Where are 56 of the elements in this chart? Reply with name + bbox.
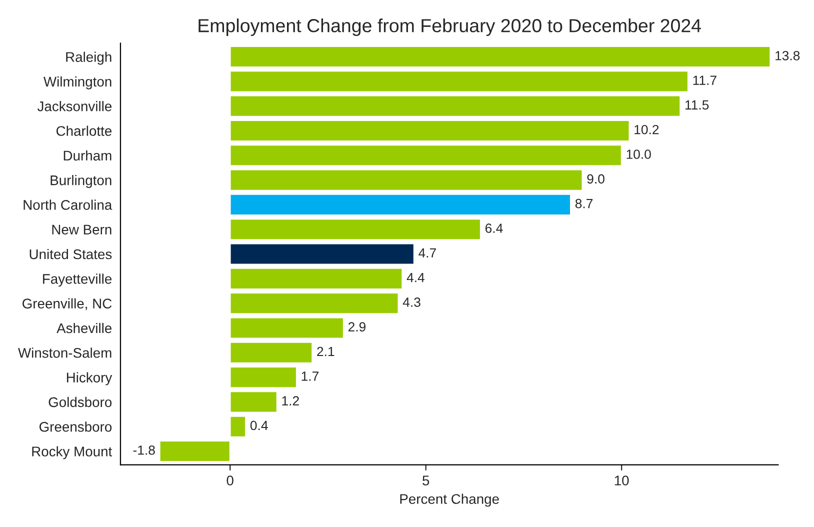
bar xyxy=(229,390,278,414)
data-label: 2.1 xyxy=(317,346,334,356)
y-tick-label: Jacksonville xyxy=(37,101,112,112)
y-tick-label: Hickory xyxy=(66,372,112,386)
bar xyxy=(229,46,772,68)
bar xyxy=(229,120,630,142)
y-tick-label: Winston-Salem xyxy=(18,348,112,358)
bar xyxy=(229,94,682,118)
y-tick-label: Greensboro xyxy=(40,422,112,432)
bar xyxy=(229,218,482,241)
y-tick-label: Greenville, NC xyxy=(22,298,112,310)
data-label: 1.7 xyxy=(302,372,318,381)
data-label: 4.7 xyxy=(418,248,436,258)
data-label: 1.2 xyxy=(282,396,299,406)
chart-title: Employment Change from February 2020 to December 2024 xyxy=(198,18,702,36)
y-tick-label: Rocky Mount xyxy=(32,446,112,460)
bar xyxy=(229,267,404,290)
y-tick-label: United States xyxy=(30,248,112,260)
bar xyxy=(229,366,298,388)
x-axis-title: Percent Change xyxy=(400,494,499,507)
y-tick-label: Durham xyxy=(64,150,112,161)
data-label: 4.4 xyxy=(406,273,424,282)
bar xyxy=(229,70,689,93)
y-tick-label: Goldsboro xyxy=(48,396,112,408)
data-label: 11.5 xyxy=(685,100,709,110)
data-label: -1.8 xyxy=(133,445,155,455)
y-tick-label: New Bern xyxy=(52,224,112,235)
y-tick-label: Burlington xyxy=(50,175,112,188)
bar xyxy=(229,292,400,314)
bar xyxy=(229,341,313,364)
y-tick-label: Wilmington xyxy=(44,76,112,90)
data-label: 11.7 xyxy=(693,76,716,85)
data-label: 0.4 xyxy=(250,420,268,430)
data-label: 13.8 xyxy=(776,50,800,60)
x-tick-label: 5 xyxy=(422,476,430,486)
y-tick-label: North Carolina xyxy=(24,200,112,210)
data-label: 10.2 xyxy=(634,124,659,134)
y-tick-label: Raleigh xyxy=(66,52,112,65)
data-label: 6.4 xyxy=(485,224,503,233)
y-tick-label: Asheville xyxy=(56,322,112,334)
y-tick-label: Charlotte xyxy=(56,126,112,136)
bar xyxy=(229,168,584,192)
bar xyxy=(229,242,415,266)
data-label: 2.9 xyxy=(348,322,366,332)
bar xyxy=(229,194,572,216)
data-label: 4.3 xyxy=(402,298,420,307)
x-tick-label: 10 xyxy=(614,476,629,486)
data-label: 8.7 xyxy=(575,198,593,208)
x-tick-label: 0 xyxy=(226,476,234,486)
bar xyxy=(229,316,344,340)
y-tick-label: Fayetteville xyxy=(43,274,112,287)
data-label: 10.0 xyxy=(626,150,651,159)
bar xyxy=(229,415,246,438)
bar xyxy=(229,144,622,167)
data-label: 9.0 xyxy=(587,174,604,184)
bar xyxy=(158,440,231,462)
